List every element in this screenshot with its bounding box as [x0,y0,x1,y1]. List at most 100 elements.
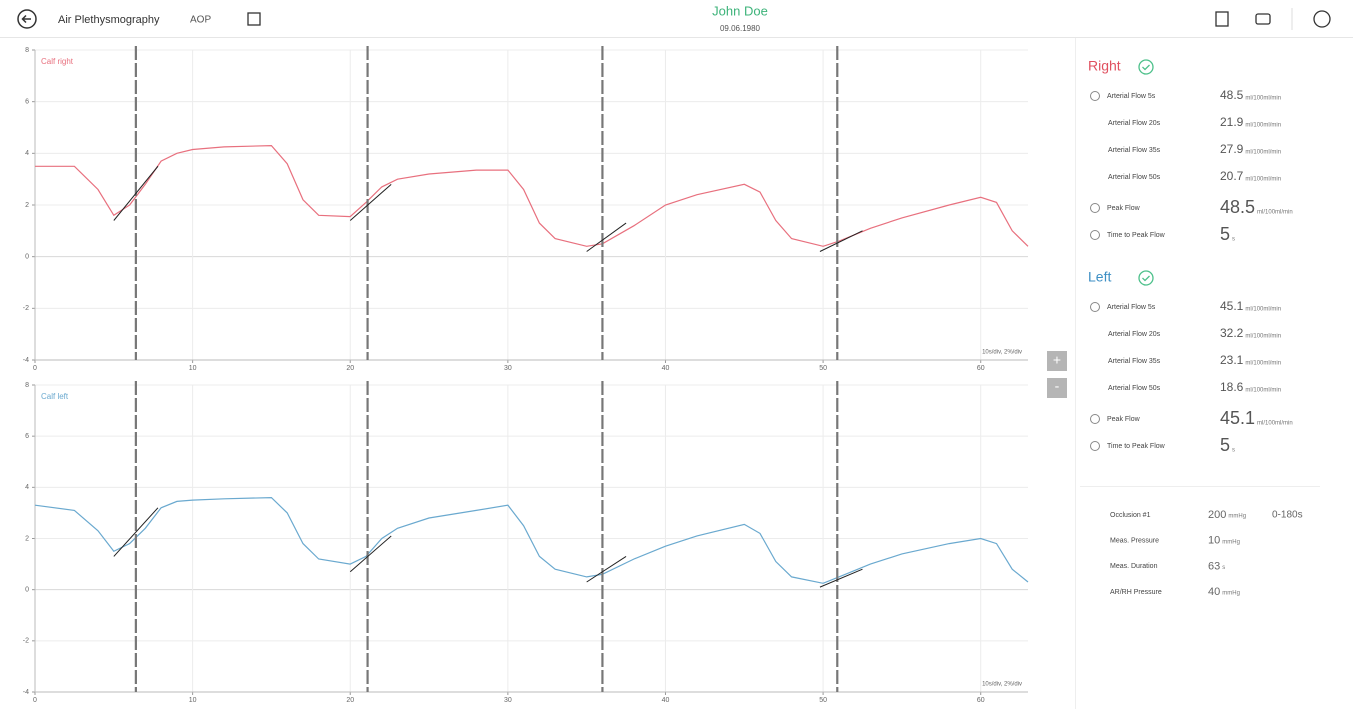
result-label: Arterial Flow 5s [1107,304,1156,311]
result-label: Arterial Flow 35s [1108,358,1161,365]
y-tick-label: -2 [23,305,29,312]
y-tick-label: 8 [25,47,29,54]
section-title: Right [1088,58,1121,74]
result-unit: ml/100ml/min [1245,307,1281,313]
back-button[interactable] [17,9,37,29]
app-title: Air Plethysmography [58,14,160,26]
menu-icon[interactable] [1313,10,1331,28]
calendar-icon[interactable] [247,12,261,26]
setting-value: 63 [1208,560,1220,572]
result-value: 45.1 [1220,299,1244,313]
zoom-in-label: + [1053,352,1061,368]
setting-range: 0-180s [1272,510,1303,521]
patient-birthdate: 09.06.1980 [720,24,761,33]
y-tick-label: -4 [23,357,29,364]
setting-unit: mmHg [1228,514,1246,520]
data-line [34,496,1029,584]
x-tick-label: 20 [346,365,354,372]
slope-fit [349,183,392,221]
result-value: 48.5 [1220,88,1244,102]
result-value: 48.5 [1220,197,1255,217]
slope-fit [819,568,863,588]
result-value: 5 [1220,435,1230,455]
scale-note: 10s/div, 2%/div [982,350,1022,356]
setting-unit: s [1222,565,1225,571]
result-value: 32.2 [1220,326,1244,340]
zoom-in-button[interactable]: + [1047,351,1067,371]
zoom-out-button[interactable]: - [1047,378,1067,398]
status-check-mark [1142,275,1150,282]
setting-label: Meas. Duration [1110,563,1158,570]
zoom-in-bg [1047,351,1067,371]
setting-label: AR/RH Pressure [1110,589,1162,596]
result-unit: ml/100ml/min [1245,123,1281,129]
y-tick-label: 0 [25,587,29,594]
result-unit: ml/100ml/min [1245,388,1281,394]
slope-fit [113,507,159,557]
status-check-mark [1142,64,1150,71]
info-icon [1090,91,1100,101]
setting-value: 40 [1208,586,1220,598]
info-icon [1090,230,1100,240]
y-tick-label: 2 [25,202,29,209]
info-icon [1090,302,1100,312]
x-tick-label: 60 [977,365,985,372]
result-value: 21.9 [1220,115,1244,129]
y-tick-label: -2 [23,638,29,645]
result-label: Arterial Flow 50s [1108,174,1161,181]
y-tick-label: 4 [25,484,29,491]
result-unit: ml/100ml/min [1257,210,1293,216]
patient-name: John Doe [712,3,768,18]
y-tick-label: 0 [25,254,29,261]
x-tick-label: 20 [346,697,354,704]
info-icon [1090,203,1100,213]
result-value: 23.1 [1220,353,1244,367]
info-icon [1090,441,1100,451]
slope-fit [586,555,627,583]
slope-fit [113,165,159,221]
chart-title: Calf left [41,392,69,401]
y-tick-label: -4 [23,689,29,696]
setting-unit: mmHg [1222,591,1240,597]
x-tick-label: 0 [33,365,37,372]
x-tick-label: 10 [189,697,197,704]
x-tick-label: 50 [819,365,827,372]
result-label: Arterial Flow 20s [1108,331,1161,338]
result-unit: s [1232,237,1235,243]
result-value: 27.9 [1220,142,1244,156]
chart-title: Calf right [41,57,74,66]
back-arrow [21,14,31,24]
setting-unit: mmHg [1222,539,1240,545]
data-line [35,144,1029,247]
result-unit: s [1232,448,1235,454]
status-check [1138,59,1154,75]
export-icon[interactable] [1215,11,1229,27]
x-tick-label: 60 [977,697,985,704]
result-unit: ml/100ml/min [1245,177,1281,183]
section-title: Left [1088,269,1111,285]
result-label: Peak Flow [1107,416,1141,423]
setting-label: Meas. Pressure [1110,538,1159,545]
y-tick-label: 6 [25,433,29,440]
result-label: Time to Peak Flow [1107,443,1166,450]
y-tick-label: 6 [25,99,29,106]
x-tick-label: 10 [189,365,197,372]
slope-fit [586,222,627,252]
x-tick-label: 50 [819,697,827,704]
print-icon[interactable] [1255,13,1271,25]
zoom-out-bg [1047,378,1067,398]
x-tick-label: 0 [33,697,37,704]
result-label: Arterial Flow 20s [1108,120,1161,127]
result-value: 20.7 [1220,169,1244,183]
setting-value: 10 [1208,535,1220,547]
slope-fit [349,535,392,573]
result-label: Time to Peak Flow [1107,232,1166,239]
result-label: Arterial Flow 35s [1108,147,1161,154]
result-value: 5 [1220,224,1230,244]
result-label: Arterial Flow 50s [1108,385,1161,392]
slope-fit [819,230,863,252]
y-tick-label: 2 [25,535,29,542]
result-unit: ml/100ml/min [1245,361,1281,367]
